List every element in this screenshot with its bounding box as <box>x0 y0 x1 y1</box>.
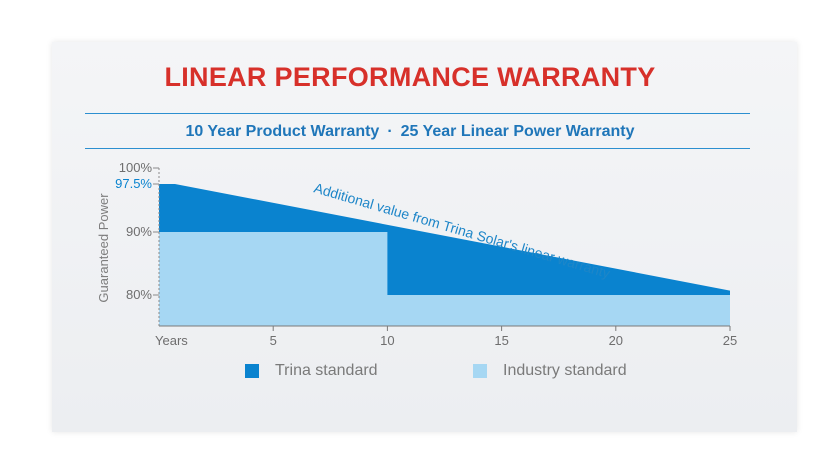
subtitle-product-warranty: 10 Year Product Warranty <box>185 123 380 140</box>
legend-swatch-trina <box>245 364 259 378</box>
subtitle-separator: · <box>387 123 393 140</box>
x-tick-label: 20 <box>609 333 623 348</box>
series-area-industry <box>159 232 730 326</box>
legend-item-trina: Trina standard <box>245 362 378 380</box>
y-axis-label: Guaranteed Power <box>96 193 111 303</box>
x-tick-label: 25 <box>723 333 737 348</box>
y-tick-label: 90% <box>126 224 152 239</box>
x-tick-label: 5 <box>270 333 277 348</box>
y-tick-label: 80% <box>126 287 152 302</box>
page-title: LINEAR PERFORMANCE WARRANTY <box>164 62 656 92</box>
legend-label-industry: Industry standard <box>503 362 627 379</box>
subtitle-power-warranty: 25 Year Linear Power Warranty <box>400 123 635 140</box>
legend-swatch-industry <box>473 364 487 378</box>
x-tick-label: 10 <box>380 333 394 348</box>
y-tick-label: 97.5% <box>115 176 152 191</box>
x-tick-label: Years <box>155 333 188 348</box>
y-tick-label: 100% <box>119 160 153 175</box>
title-divider-bottom <box>85 148 750 149</box>
x-tick-label: 15 <box>494 333 508 348</box>
chart-subtitle: 10 Year Product Warranty · 25 Year Linear … <box>0 123 820 141</box>
legend-label-trina: Trina standard <box>275 362 378 379</box>
title-divider-top <box>85 113 750 114</box>
legend-item-industry: Industry standard <box>473 362 627 380</box>
